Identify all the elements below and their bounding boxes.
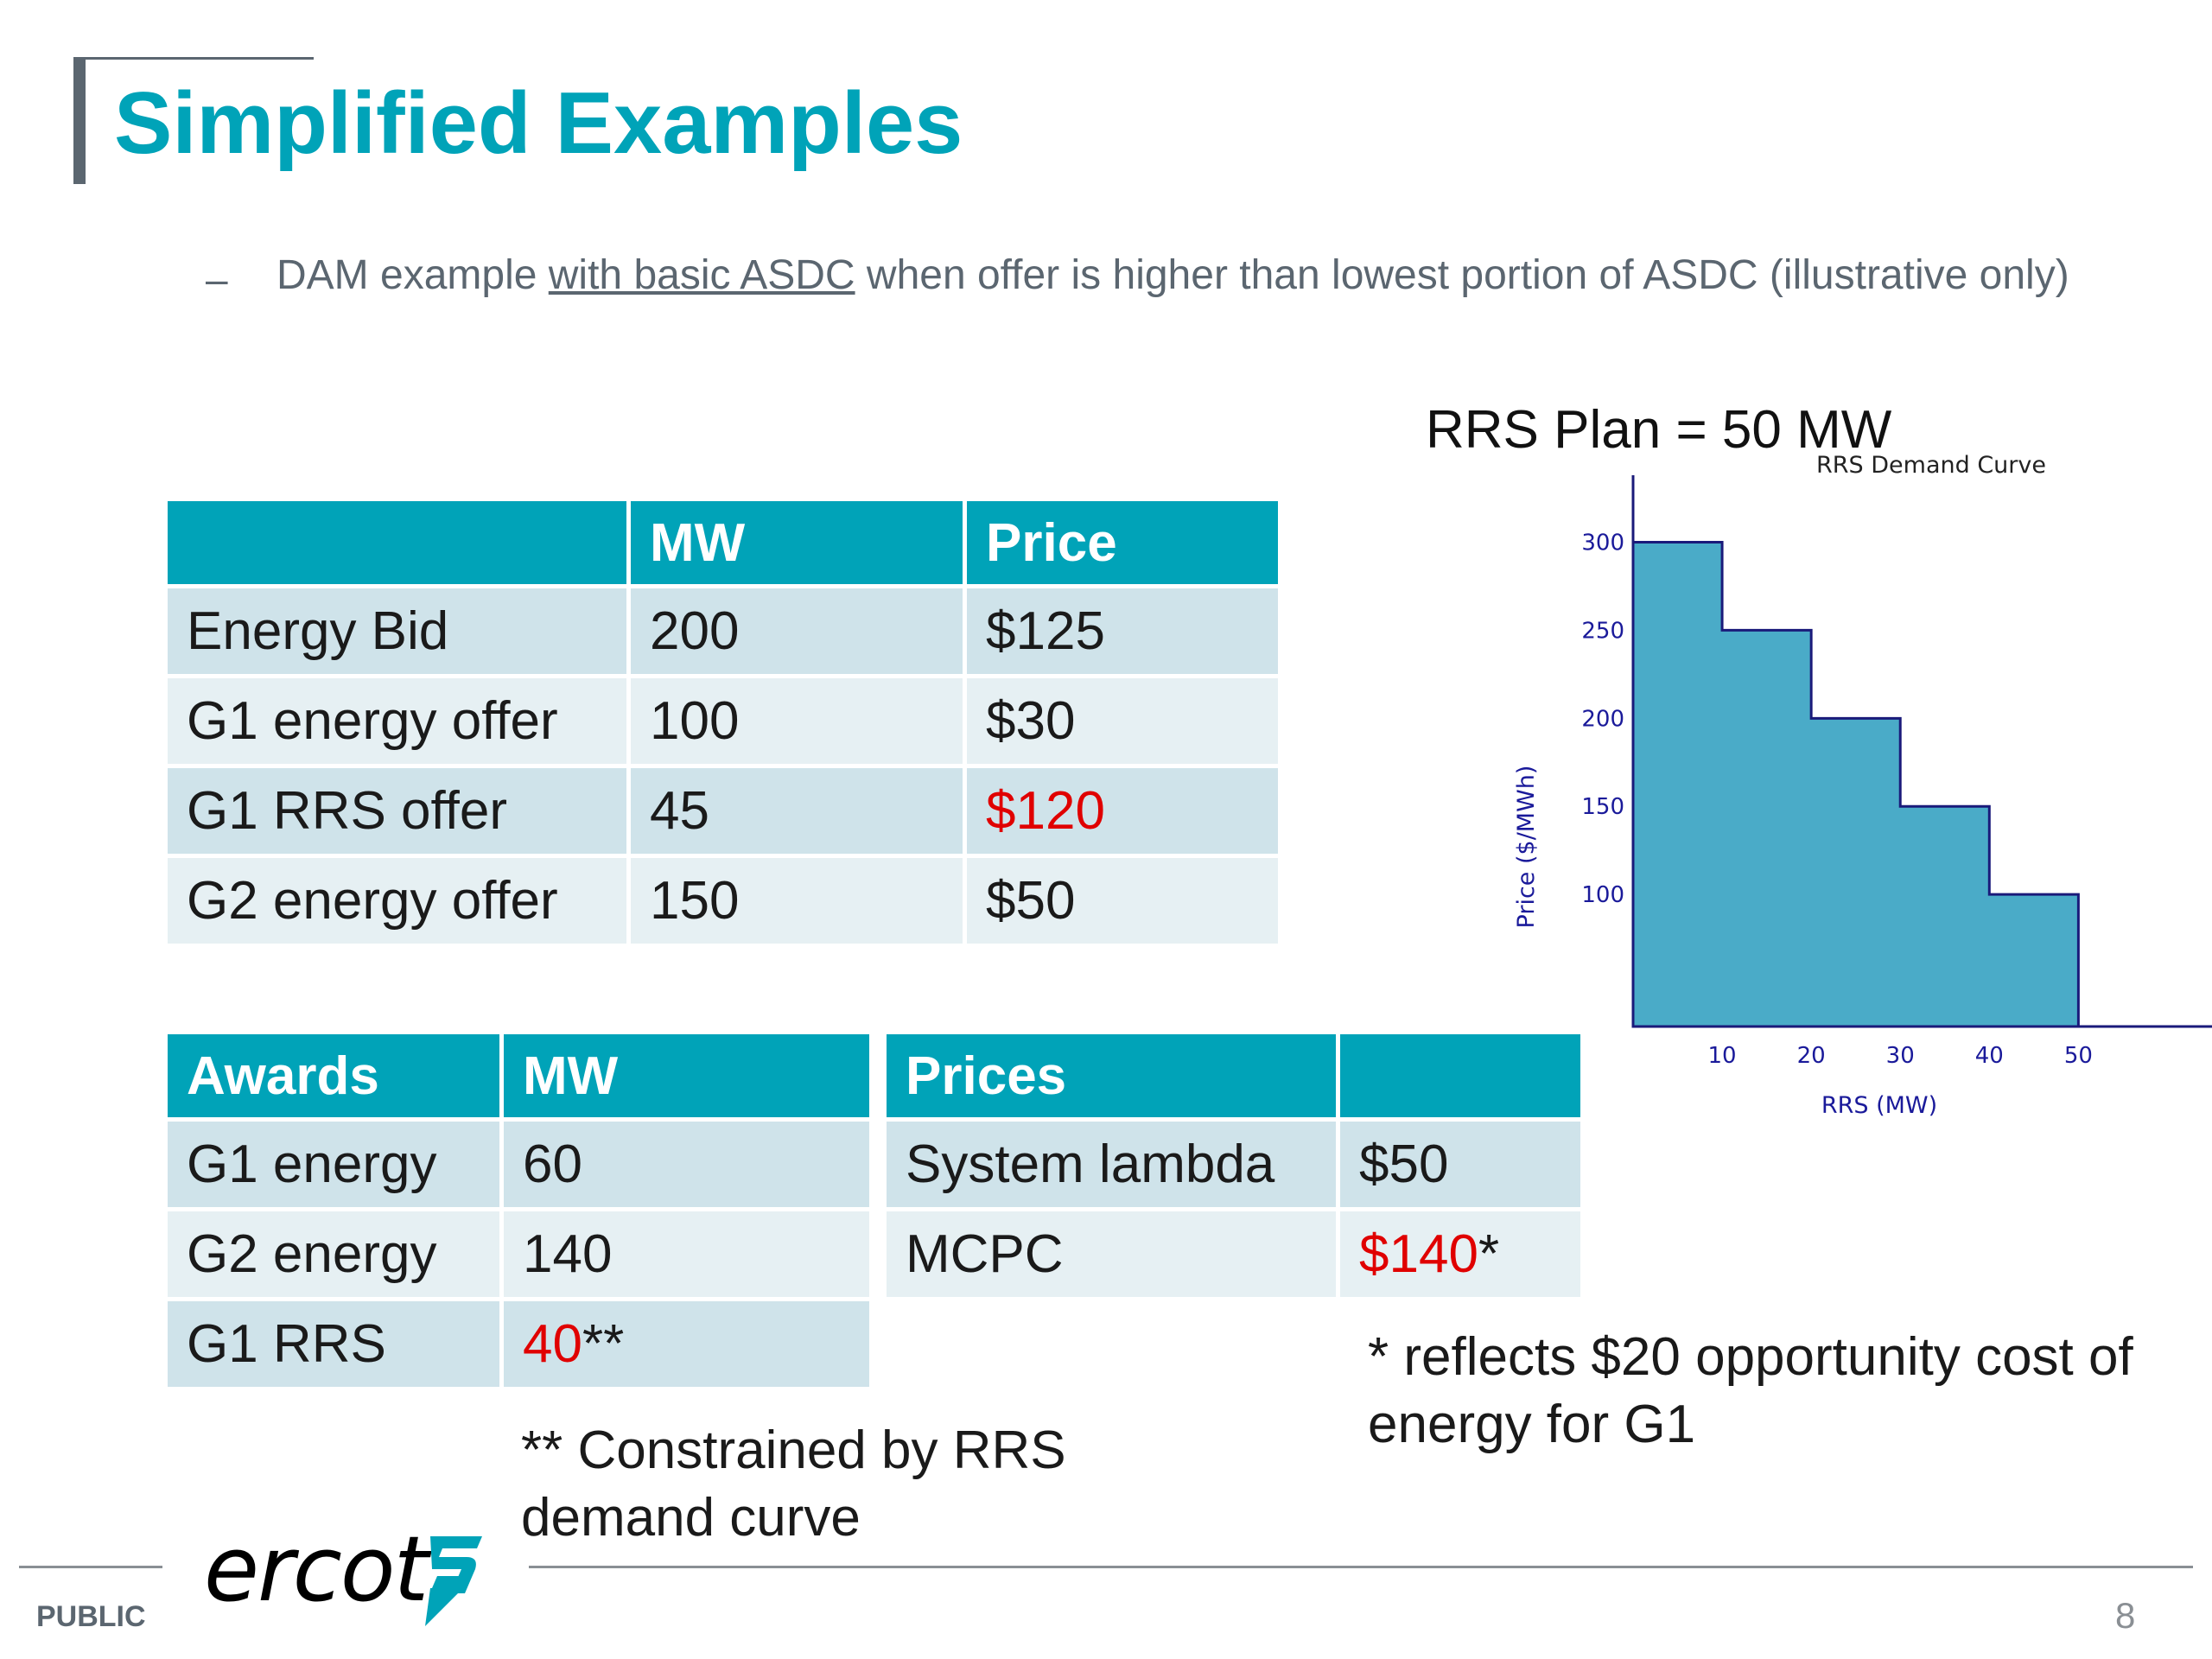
rrs-plan-heading: RRS Plan = 50 MW xyxy=(1426,400,1892,460)
chart-plot-area xyxy=(1631,475,2212,1028)
row-label: G1 RRS xyxy=(168,1301,499,1387)
y-tick-label: 100 xyxy=(1581,882,1624,908)
row-price-highlight: $120 xyxy=(967,768,1278,854)
header-awards: Awards xyxy=(168,1034,499,1117)
row-mw: 100 xyxy=(631,678,963,764)
footer-rule-left xyxy=(19,1566,162,1568)
y-tick-label: 300 xyxy=(1581,531,1624,556)
row-mw: 60 xyxy=(504,1122,869,1207)
row-value-text: $50 xyxy=(1359,1135,1449,1194)
table-row: G1 RRS 40** xyxy=(168,1301,869,1387)
row-mw: 45 xyxy=(631,768,963,854)
ercot-logo-text: ercot xyxy=(204,1516,432,1622)
title-accent-line xyxy=(73,57,314,60)
row-value-highlight: $140 xyxy=(1359,1224,1478,1284)
page-number: 8 xyxy=(2115,1595,2136,1636)
ercot-logo-mark-icon xyxy=(425,1536,482,1626)
bullet-link: with basic ASDC xyxy=(548,252,855,298)
row-label: G1 energy offer xyxy=(168,678,626,764)
awards-table: Awards MW G1 energy 60 G2 energy 140 G1 … xyxy=(163,1030,874,1391)
prices-table: Prices System lambda $50 MCPC $140* xyxy=(882,1030,1585,1301)
bullet-post: when offer is higher than lowest portion… xyxy=(855,252,2069,298)
header-blank xyxy=(1340,1034,1580,1117)
row-mw: 150 xyxy=(631,858,963,944)
row-value: $50 xyxy=(1340,1122,1580,1207)
y-tick-label: 250 xyxy=(1581,618,1624,644)
header-blank xyxy=(168,501,626,584)
row-label: G2 energy offer xyxy=(168,858,626,944)
awards-footnote: ** Constrained by RRS demand curve xyxy=(521,1421,1066,1548)
bullet-pre: DAM example xyxy=(276,252,549,298)
rrs-demand-curve-chart: RRS Demand Curve 100 150 200 250 300 10 20 30 4… xyxy=(1513,452,2212,1119)
x-tick-label: 20 xyxy=(1797,1043,1826,1069)
row-label: G1 RRS offer xyxy=(168,768,626,854)
table-header-row: Prices xyxy=(887,1034,1580,1117)
table-header-row: Awards MW xyxy=(168,1034,869,1117)
row-mark: ** xyxy=(582,1314,625,1374)
table-row: System lambda $50 xyxy=(887,1122,1580,1207)
bid-offer-table: MW Price Energy Bid 200 $125 G1 energy o… xyxy=(163,497,1282,948)
row-label: G2 energy xyxy=(168,1211,499,1297)
table-row: G1 RRS offer 45 $120 xyxy=(168,768,1278,854)
chart-title: RRS Demand Curve xyxy=(1816,452,2046,479)
y-tick-labels: 100 150 200 250 300 xyxy=(1581,531,1624,909)
row-mw: 200 xyxy=(631,588,963,674)
row-value: $140* xyxy=(1340,1211,1580,1297)
x-tick-label: 30 xyxy=(1886,1043,1915,1069)
bullet-text: DAM example with basic ASDC when offer i… xyxy=(276,249,2082,302)
y-tick-label: 150 xyxy=(1581,794,1624,820)
row-mark: * xyxy=(1478,1224,1500,1284)
row-mw: 140 xyxy=(504,1211,869,1297)
y-axis-label: Price ($/MWh) xyxy=(1513,766,1540,929)
row-label: G1 energy xyxy=(168,1122,499,1207)
bullet-dash: – xyxy=(206,257,228,302)
x-tick-label: 40 xyxy=(1975,1043,2004,1069)
header-prices: Prices xyxy=(887,1034,1336,1117)
row-mw-value: 140 xyxy=(523,1224,613,1284)
x-axis-label: RRS (MW) xyxy=(1821,1092,1937,1119)
public-label: PUBLIC xyxy=(36,1600,146,1633)
table-row: MCPC $140* xyxy=(887,1211,1580,1297)
header-price: Price xyxy=(967,501,1278,584)
page-title: Simplified Examples xyxy=(114,75,963,172)
row-mw-highlight: 40 xyxy=(523,1314,582,1374)
header-mw: MW xyxy=(504,1034,869,1117)
x-tick-label: 10 xyxy=(1708,1043,1737,1069)
table-header-row: MW Price xyxy=(168,501,1278,584)
header-mw: MW xyxy=(631,501,963,584)
demand-curve-area xyxy=(1631,541,2080,1028)
y-tick-label: 200 xyxy=(1581,706,1624,732)
row-mw-value: 60 xyxy=(523,1135,582,1194)
row-label: MCPC xyxy=(887,1211,1336,1297)
row-mw: 40** xyxy=(504,1301,869,1387)
table-row: G1 energy offer 100 $30 xyxy=(168,678,1278,764)
title-accent-bar xyxy=(73,57,86,184)
footer-rule-right xyxy=(529,1566,2193,1568)
x-tick-label: 50 xyxy=(2064,1043,2093,1069)
table-row: G2 energy offer 150 $50 xyxy=(168,858,1278,944)
x-tick-labels: 10 20 30 40 50 xyxy=(1708,1043,2093,1069)
table-row: Energy Bid 200 $125 xyxy=(168,588,1278,674)
ercot-logo-image: ercot xyxy=(204,1516,482,1626)
row-price: $50 xyxy=(967,858,1278,944)
row-price: $125 xyxy=(967,588,1278,674)
table-row: G2 energy 140 xyxy=(168,1211,869,1297)
prices-footnote: * reflects $20 opportunity cost of energ… xyxy=(1368,1327,2133,1454)
row-label: Energy Bid xyxy=(168,588,626,674)
ercot-logo: ercot xyxy=(204,1514,498,1630)
row-label: System lambda xyxy=(887,1122,1336,1207)
table-row: G1 energy 60 xyxy=(168,1122,869,1207)
row-price: $30 xyxy=(967,678,1278,764)
